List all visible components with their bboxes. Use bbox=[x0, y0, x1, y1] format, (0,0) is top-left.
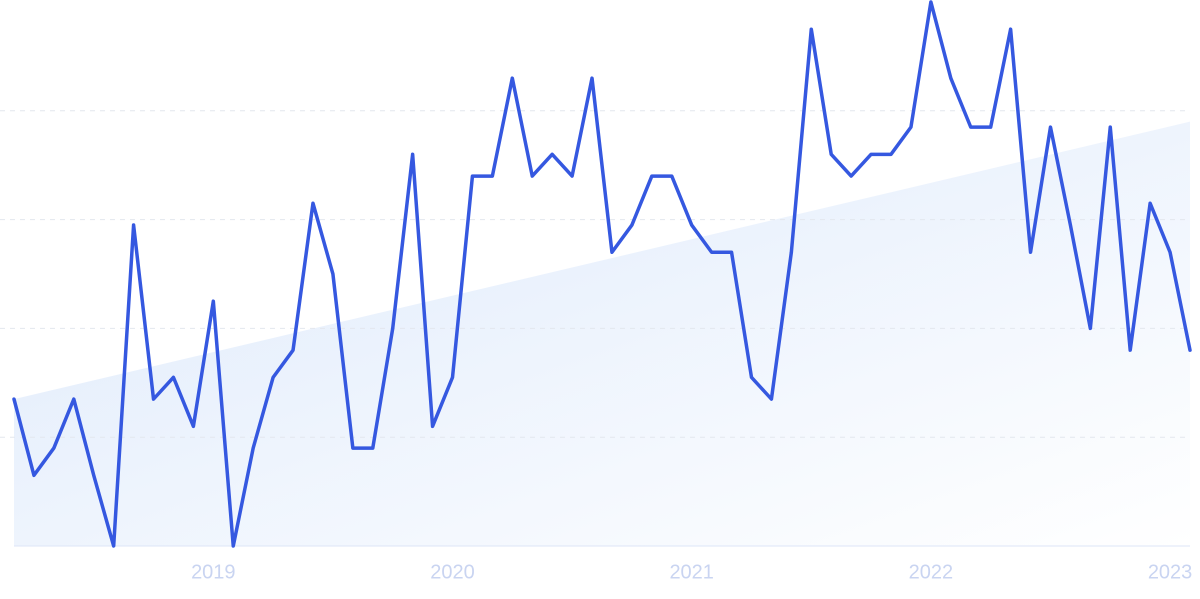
x-tick-label: 2021 bbox=[669, 561, 714, 583]
trend-area bbox=[14, 121, 1190, 547]
x-tick-label: 2019 bbox=[191, 561, 236, 583]
trend-line bbox=[12, 0, 1192, 548]
x-tick-label: 2020 bbox=[430, 561, 475, 583]
x-tick-label: 2023 bbox=[1148, 561, 1193, 583]
x-tick-label: 2022 bbox=[909, 561, 954, 583]
